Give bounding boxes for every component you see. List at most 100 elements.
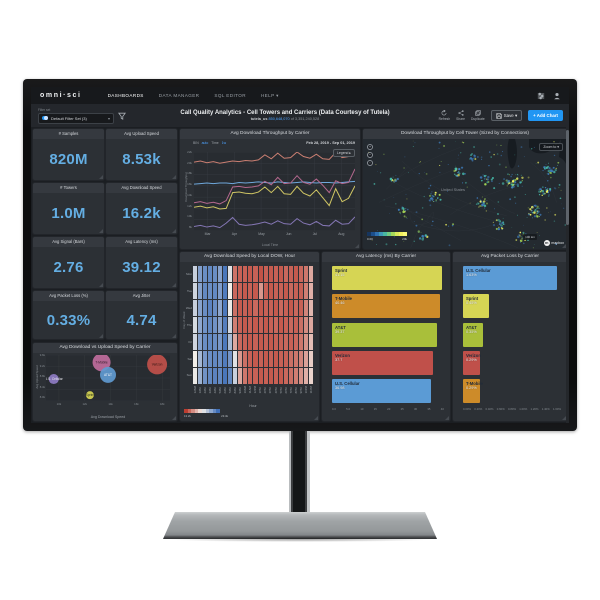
nav-item-data-manager[interactable]: DATA MANAGER [158, 92, 200, 98]
heat-cell[interactable] [258, 266, 263, 282]
bar-U.S. Cellular[interactable]: U.S. Cellular 1.63% [463, 266, 557, 290]
scrollbar-thumb[interactable] [566, 130, 569, 225]
heat-cell[interactable] [213, 283, 218, 299]
heat-cell[interactable] [213, 300, 218, 316]
heat-cell[interactable] [283, 283, 288, 299]
line-chart-plot[interactable] [194, 152, 355, 231]
heat-cell[interactable] [268, 368, 273, 384]
heat-cell[interactable] [278, 300, 283, 316]
heat-cell[interactable] [193, 300, 198, 316]
heat-cell[interactable] [258, 334, 263, 350]
heat-cell[interactable] [273, 368, 278, 384]
heat-cell[interactable] [218, 317, 223, 333]
share-button[interactable]: Share [456, 110, 465, 121]
kpi-card-towers[interactable]: # Towers 1.0M [33, 183, 104, 234]
heat-cell[interactable] [278, 317, 283, 333]
heat-cell[interactable] [303, 351, 308, 367]
heat-cell[interactable] [283, 266, 288, 282]
save-button[interactable]: Save ▾ [490, 110, 523, 121]
heat-cell[interactable] [198, 351, 203, 367]
heat-cell[interactable] [208, 300, 213, 316]
heat-cell[interactable] [263, 266, 268, 282]
map-compass-button[interactable]: ◦ [367, 160, 373, 166]
heat-cell[interactable] [303, 283, 308, 299]
heat-cell[interactable] [263, 317, 268, 333]
heat-cell[interactable] [198, 368, 203, 384]
heat-cell[interactable] [273, 283, 278, 299]
bar-Sprint[interactable]: Sprint 41.15 [332, 266, 442, 290]
bubble-Verizon[interactable]: Verizon [147, 355, 168, 375]
heat-cell[interactable] [298, 266, 303, 282]
heat-cell[interactable] [203, 351, 208, 367]
bar-T-Mobile[interactable]: T-Mobile 0.29% [463, 379, 483, 403]
heat-cell[interactable] [258, 368, 263, 384]
heat-cell[interactable] [293, 334, 298, 350]
heat-cell[interactable] [238, 351, 243, 367]
bin-controls[interactable]: BIN auto Time 1w [193, 141, 227, 145]
heat-cell[interactable] [268, 266, 273, 282]
heat-cell[interactable] [228, 266, 233, 282]
map-zoom-in-button[interactable]: + [367, 144, 373, 150]
heat-cell[interactable] [233, 266, 238, 282]
bar-Verizon[interactable]: Verizon 37.7 [332, 350, 433, 375]
heat-cell[interactable] [228, 368, 233, 384]
heat-cell[interactable] [293, 283, 298, 299]
heat-cell[interactable] [258, 283, 263, 299]
heat-cell[interactable] [263, 300, 268, 316]
bar-Verizon[interactable]: Verizon 0.29% [463, 350, 481, 375]
heat-cell[interactable] [283, 368, 288, 384]
heat-cell[interactable] [298, 300, 303, 316]
heat-cell[interactable] [193, 334, 198, 350]
heat-cell[interactable] [203, 368, 208, 384]
heat-cell[interactable] [298, 283, 303, 299]
heat-cell[interactable] [193, 351, 198, 367]
heat-cell[interactable] [248, 283, 253, 299]
heat-cell[interactable] [283, 300, 288, 316]
heat-cell[interactable] [218, 351, 223, 367]
heat-cell[interactable] [243, 368, 248, 384]
kpi-card-upload-speed[interactable]: Avg Upload Speed 8.53k [106, 129, 177, 180]
heat-cell[interactable] [258, 300, 263, 316]
heat-cell[interactable] [198, 266, 203, 282]
heat-cell[interactable] [238, 317, 243, 333]
heat-cell[interactable] [303, 317, 308, 333]
heat-cell[interactable] [233, 334, 238, 350]
heat-cell[interactable] [223, 334, 228, 350]
date-range-label[interactable]: Feb 28, 2019 - Sep 01, 2019 [306, 141, 355, 145]
bubble-plot[interactable]: U.S. Cellular Sprint T-Mobile AT&T Verizon [46, 355, 170, 401]
heat-cell[interactable] [278, 334, 283, 350]
heat-cell[interactable] [203, 317, 208, 333]
heat-cell[interactable] [213, 317, 218, 333]
heat-cell[interactable] [243, 351, 248, 367]
heat-cell[interactable] [273, 300, 278, 316]
heat-cell[interactable] [243, 283, 248, 299]
heat-cell[interactable] [308, 368, 313, 384]
bar-Sprint[interactable]: Sprint 0.45% [463, 294, 489, 319]
heat-cell[interactable] [233, 351, 238, 367]
heat-cell[interactable] [233, 300, 238, 316]
heat-cell[interactable] [278, 283, 283, 299]
heat-cell[interactable] [273, 317, 278, 333]
heat-cell[interactable] [308, 334, 313, 350]
heat-cell[interactable] [248, 266, 253, 282]
heat-cell[interactable] [283, 334, 288, 350]
heat-cell[interactable] [223, 283, 228, 299]
heat-cell[interactable] [213, 368, 218, 384]
heat-cell[interactable] [208, 334, 213, 350]
heat-cell[interactable] [293, 368, 298, 384]
heat-cell[interactable] [218, 283, 223, 299]
heat-cell[interactable] [303, 334, 308, 350]
heat-cell[interactable] [228, 317, 233, 333]
heat-cell[interactable] [253, 334, 258, 350]
heat-cell[interactable] [253, 317, 258, 333]
heat-cell[interactable] [303, 368, 308, 384]
heat-cell[interactable] [248, 368, 253, 384]
heat-cell[interactable] [293, 266, 298, 282]
heat-cell[interactable] [273, 351, 278, 367]
user-account-icon[interactable] [553, 92, 561, 100]
sliders-icon[interactable] [537, 92, 545, 100]
heat-cell[interactable] [198, 334, 203, 350]
heat-cell[interactable] [193, 368, 198, 384]
filter-funnel-icon[interactable] [118, 107, 126, 125]
heat-cell[interactable] [213, 334, 218, 350]
